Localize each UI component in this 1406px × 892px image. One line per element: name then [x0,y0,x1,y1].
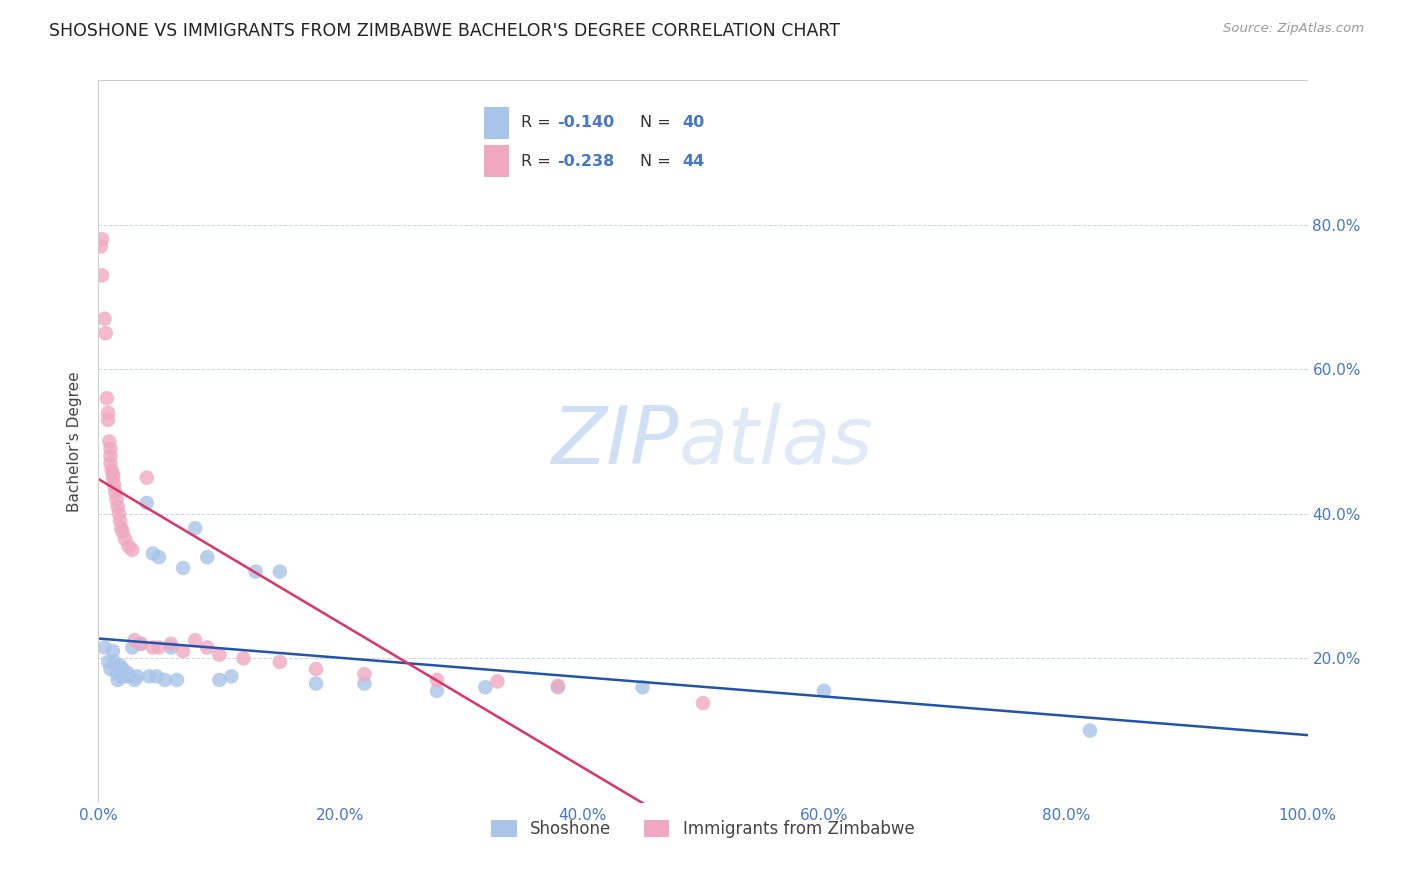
Point [305,676,328,690]
Point [98,434,121,449]
Point [111,524,134,539]
Point [103,655,125,669]
Point [90,239,112,253]
Point [148,640,170,655]
Point [118,539,141,553]
Point [100,662,122,676]
Point [195,550,218,565]
Point [91,268,114,283]
Text: ZIP: ZIP [551,402,679,481]
Point [101,644,124,658]
Point [486,674,509,689]
Point [118,669,141,683]
Point [221,669,243,683]
Point [1078,723,1101,738]
Point [117,665,139,680]
Point [353,667,375,681]
Point [135,496,157,510]
Point [114,669,136,683]
Point [208,673,231,687]
Point [97,413,120,427]
Point [94,326,117,340]
Point [121,640,143,655]
Point [142,640,165,655]
Point [107,673,129,687]
Point [547,679,569,693]
Point [172,561,194,575]
Point [97,655,120,669]
Point [111,662,134,676]
Text: atlas: atlas [679,402,873,481]
Point [100,456,122,470]
Point [96,391,118,405]
Point [101,470,124,484]
Point [124,633,146,648]
Point [100,463,122,477]
Point [184,633,207,648]
Point [184,521,207,535]
Point [124,673,146,687]
Point [121,542,143,557]
Point [91,232,114,246]
Text: Source: ZipAtlas.com: Source: ZipAtlas.com [1223,22,1364,36]
Point [108,658,131,673]
Point [97,406,120,420]
Point [93,311,115,326]
Point [107,500,129,514]
Point [142,547,165,561]
Point [172,644,194,658]
Point [129,637,152,651]
Point [631,680,654,694]
Point [108,514,131,528]
Text: SHOSHONE VS IMMIGRANTS FROM ZIMBABWE BACHELOR'S DEGREE CORRELATION CHART: SHOSHONE VS IMMIGRANTS FROM ZIMBABWE BAC… [49,22,841,40]
Point [101,467,124,481]
Point [813,683,835,698]
Point [100,442,122,456]
Point [269,565,291,579]
Point [103,478,125,492]
Point [127,669,149,683]
Y-axis label: Bachelor's Degree: Bachelor's Degree [67,371,83,512]
Point [305,662,328,676]
Point [110,521,132,535]
Point [426,673,449,687]
Point [145,669,167,683]
Point [100,449,122,463]
Point [105,492,128,507]
Point [138,669,160,683]
Point [114,532,136,546]
Point [108,507,131,521]
Point [93,640,115,655]
Point [160,640,183,655]
Point [148,550,170,565]
Point [474,680,496,694]
Legend: Shoshone, Immigrants from Zimbabwe: Shoshone, Immigrants from Zimbabwe [485,814,921,845]
Point [269,655,291,669]
Point [353,676,375,690]
Point [104,485,127,500]
Point [426,683,449,698]
Point [105,665,128,680]
Point [208,648,231,662]
Point [135,470,157,484]
Point [195,640,218,655]
Point [160,637,183,651]
Point [547,680,569,694]
Point [232,651,254,665]
Point [129,637,152,651]
Point [166,673,188,687]
Point [110,669,132,683]
Point [245,565,267,579]
Point [692,696,714,710]
Point [153,673,176,687]
